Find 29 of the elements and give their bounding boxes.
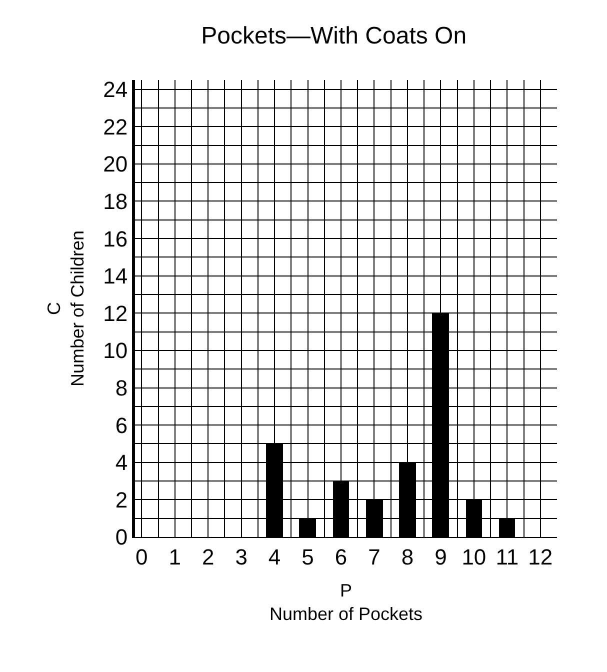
x-tick-label: 6 bbox=[334, 544, 348, 570]
x-tick-label: 11 bbox=[496, 544, 519, 570]
y-axis-title: C Number of Children bbox=[44, 230, 88, 387]
x-tick-label: 3 bbox=[235, 544, 248, 570]
y-tick-label: 14 bbox=[103, 264, 128, 289]
y-tick-label: 0 bbox=[115, 524, 128, 550]
y-tick-label: 20 bbox=[103, 152, 128, 177]
x-tick-label: 4 bbox=[268, 544, 281, 570]
x-axis-title: P Number of Pockets bbox=[269, 580, 423, 624]
y-tick-label: 10 bbox=[103, 338, 128, 364]
x-tick-label: 5 bbox=[302, 544, 314, 570]
x-tick-label: 12 bbox=[528, 544, 553, 570]
chart-title: Pockets—With Coats On bbox=[201, 22, 467, 50]
x-tick-label: 2 bbox=[202, 544, 214, 570]
y-tick-label: 12 bbox=[103, 300, 128, 326]
x-tick-label: 1 bbox=[168, 544, 181, 570]
y-tick-label: 18 bbox=[103, 188, 128, 214]
y-tick-label: 16 bbox=[103, 226, 128, 252]
x-tick-label: 8 bbox=[401, 544, 414, 570]
y-tick-label: 6 bbox=[115, 412, 128, 438]
y-tick-label: 4 bbox=[115, 450, 128, 476]
x-tick-label: 10 bbox=[462, 544, 486, 570]
x-tick-label: 0 bbox=[136, 544, 148, 570]
y-tick-label: 2 bbox=[115, 487, 128, 512]
y-tick-label: 22 bbox=[103, 114, 128, 140]
x-tick-label: 7 bbox=[368, 544, 380, 570]
x-tick-label: 9 bbox=[434, 544, 447, 570]
y-tick-label: 24 bbox=[103, 77, 128, 102]
y-tick-label: 8 bbox=[115, 375, 128, 400]
